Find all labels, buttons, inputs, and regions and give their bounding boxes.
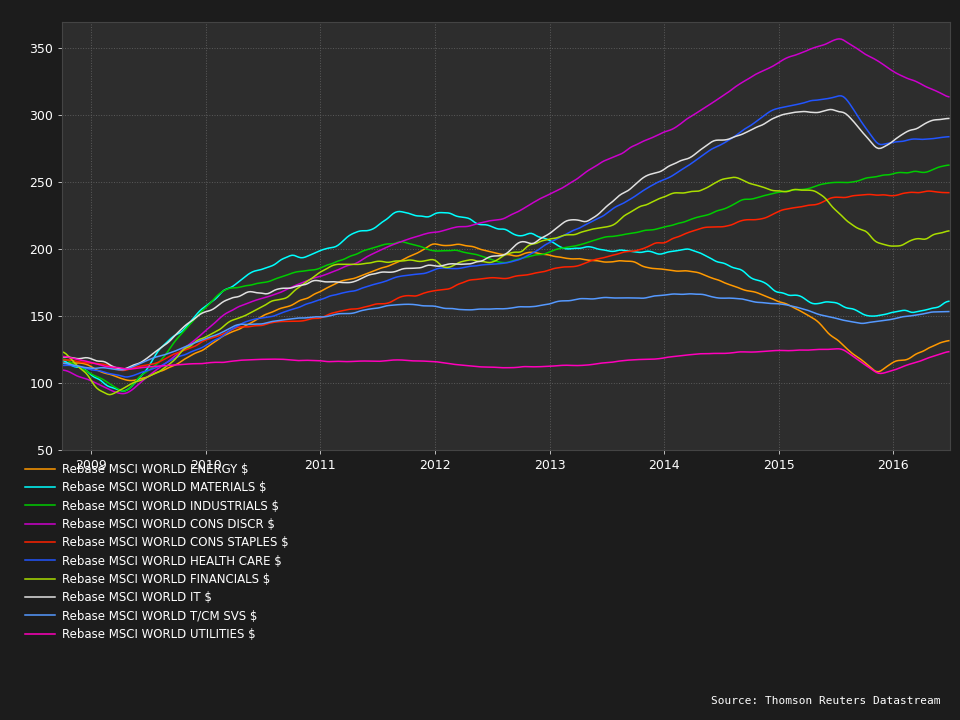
Line: Rebase MSCI WORLD HEALTH CARE $: Rebase MSCI WORLD HEALTH CARE $ — [63, 96, 948, 377]
Line: Rebase MSCI WORLD CONS DISCR $: Rebase MSCI WORLD CONS DISCR $ — [63, 39, 948, 394]
Line: Rebase MSCI WORLD UTILITIES $: Rebase MSCI WORLD UTILITIES $ — [63, 348, 948, 374]
Line: Rebase MSCI WORLD IT $: Rebase MSCI WORLD IT $ — [63, 109, 948, 369]
Line: Rebase MSCI WORLD MATERIALS $: Rebase MSCI WORLD MATERIALS $ — [63, 212, 948, 391]
Line: Rebase MSCI WORLD T/CM SVS $: Rebase MSCI WORLD T/CM SVS $ — [63, 294, 948, 370]
Line: Rebase MSCI WORLD ENERGY $: Rebase MSCI WORLD ENERGY $ — [63, 244, 948, 381]
Line: Rebase MSCI WORLD CONS STAPLES $: Rebase MSCI WORLD CONS STAPLES $ — [63, 191, 948, 371]
Line: Rebase MSCI WORLD INDUSTRIALS $: Rebase MSCI WORLD INDUSTRIALS $ — [63, 165, 948, 391]
Line: Rebase MSCI WORLD FINANCIALS $: Rebase MSCI WORLD FINANCIALS $ — [63, 177, 948, 395]
Text: Source: Thomson Reuters Datastream: Source: Thomson Reuters Datastream — [711, 696, 941, 706]
Legend: Rebase MSCI WORLD ENERGY $, Rebase MSCI WORLD MATERIALS $, Rebase MSCI WORLD IND: Rebase MSCI WORLD ENERGY $, Rebase MSCI … — [25, 463, 288, 641]
